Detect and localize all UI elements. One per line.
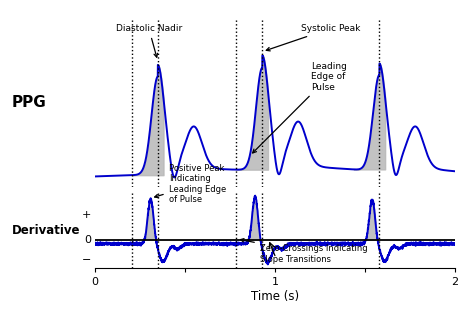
Text: Zero-Crossings Indicating
Slope Transitions: Zero-Crossings Indicating Slope Transiti… (240, 239, 367, 264)
Text: 0: 0 (84, 235, 91, 245)
Text: Positive Peak
Indicating
Leading Edge
of Pulse: Positive Peak Indicating Leading Edge of… (155, 164, 226, 204)
Text: +: + (82, 211, 91, 221)
Text: Systolic Peak: Systolic Peak (266, 24, 360, 51)
Text: Derivative: Derivative (12, 224, 81, 237)
Text: PPG: PPG (12, 95, 46, 110)
X-axis label: Time (s): Time (s) (251, 290, 299, 303)
Text: Diastolic Nadir: Diastolic Nadir (116, 24, 182, 57)
Text: Leading
Edge of
Pulse: Leading Edge of Pulse (253, 62, 347, 153)
Text: −: − (82, 255, 91, 265)
